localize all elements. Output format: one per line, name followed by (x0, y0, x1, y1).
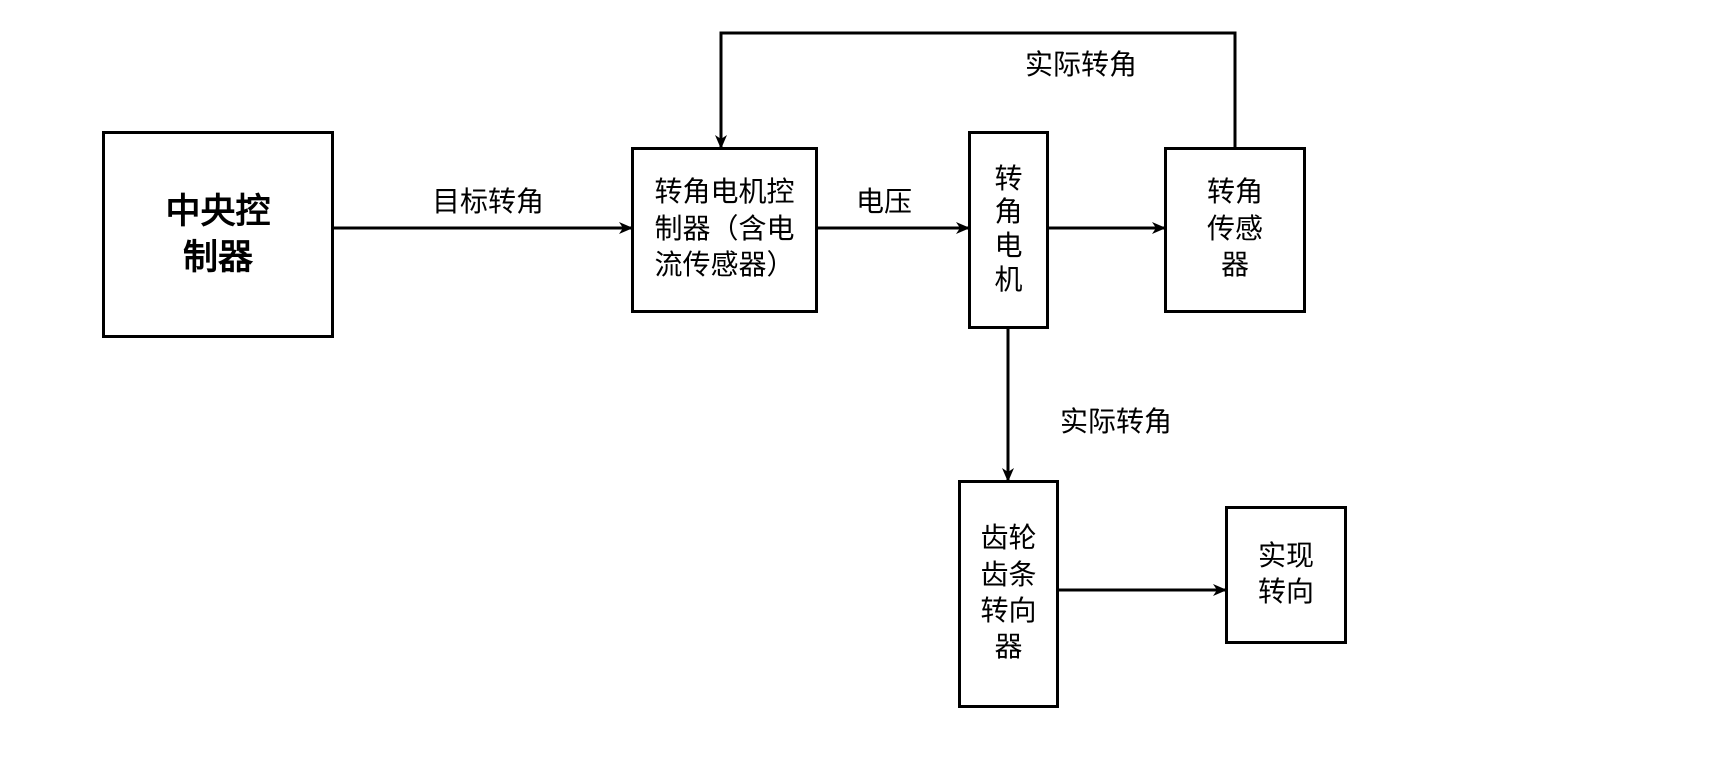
node-motor-controller: 转角电机控制器（含电流传感器） (631, 147, 818, 313)
edge-label-voltage: 电压 (856, 180, 912, 220)
node-rack-pinion: 齿轮齿条转向器 (958, 480, 1059, 708)
node-text: 转角电机控制器（含电流传感器） (654, 175, 794, 284)
edge-sensor-feedback (721, 33, 1235, 147)
node-text: 转角传感器 (1207, 175, 1263, 284)
node-angle-sensor: 转角传感器 (1164, 147, 1306, 313)
node-central-controller: 中央控制器 (102, 131, 334, 338)
node-text: 中央控制器 (165, 189, 270, 280)
connector-layer (0, 0, 1728, 781)
edge-label-target-angle: 目标转角 (432, 180, 544, 220)
node-text: 转角电机 (994, 163, 1022, 297)
edge-label-actual-angle-feedback: 实际转角 (1025, 43, 1137, 83)
node-angle-motor: 转角电机 (968, 131, 1049, 329)
node-text: 实现转向 (1258, 539, 1314, 612)
node-text: 齿轮齿条转向器 (980, 521, 1036, 667)
node-steering: 实现转向 (1225, 506, 1347, 644)
edge-label-actual-angle-down: 实际转角 (1060, 400, 1172, 440)
